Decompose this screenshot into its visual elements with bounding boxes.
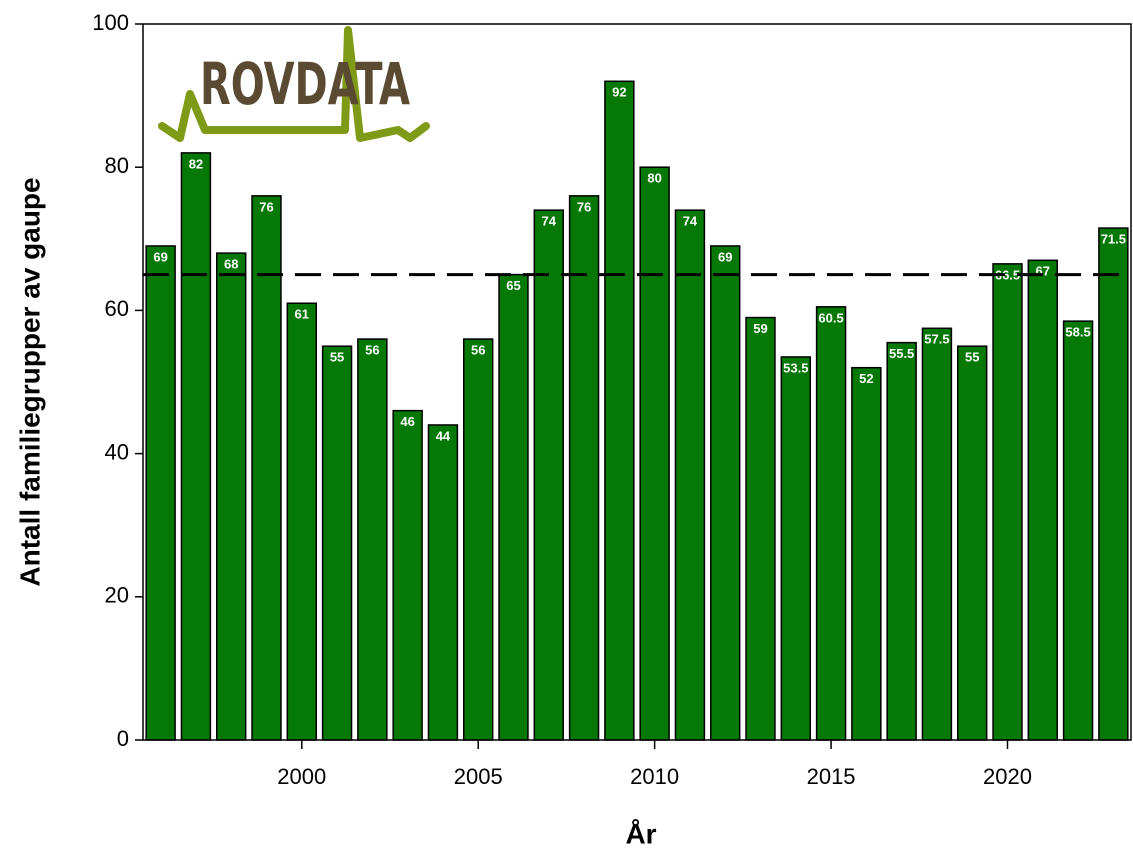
bar	[357, 338, 388, 741]
bar	[604, 80, 635, 741]
value-label: 61	[295, 307, 309, 322]
bar	[886, 341, 917, 741]
plot-frame	[142, 23, 1132, 741]
y-tick-label: 100	[92, 10, 129, 35]
value-label: 55	[330, 350, 344, 365]
bar	[815, 306, 847, 741]
value-label: 57.5	[924, 332, 949, 347]
value-label: 74	[683, 214, 698, 229]
bar	[286, 302, 318, 741]
value-label: 52	[859, 371, 873, 386]
value-label: 46	[400, 414, 414, 429]
value-label: 82	[189, 156, 203, 171]
value-label: 74	[542, 214, 557, 229]
bar	[392, 409, 423, 741]
x-axis-label: År	[625, 818, 656, 849]
logo: ROVDATA	[158, 26, 430, 142]
bar	[992, 263, 1023, 741]
bar	[1098, 227, 1129, 741]
value-label: 67	[1036, 264, 1050, 279]
bar	[321, 345, 353, 741]
bar	[498, 273, 529, 741]
value-label: 69	[153, 249, 167, 264]
bar	[851, 366, 882, 741]
value-label: 55	[965, 350, 979, 365]
value-label: 59	[753, 321, 767, 336]
bar	[674, 209, 706, 741]
bar	[1062, 320, 1094, 741]
bar	[956, 345, 988, 741]
bar	[921, 327, 953, 741]
bar	[251, 195, 282, 741]
value-label: 55.5	[889, 346, 914, 361]
x-tick-label: 2000	[277, 764, 326, 789]
y-tick-label: 80	[105, 153, 129, 178]
bar	[215, 252, 247, 741]
y-tick-label: 0	[117, 726, 129, 751]
value-label: 76	[577, 199, 591, 214]
x-tick-label: 2010	[630, 764, 679, 789]
bar	[1027, 259, 1059, 741]
value-label: 65	[506, 278, 520, 293]
bar	[427, 424, 459, 741]
bar	[745, 316, 776, 741]
value-label: 80	[647, 171, 661, 186]
x-tick-label: 2015	[807, 764, 856, 789]
bar	[145, 245, 176, 741]
y-axis-label: Antall familiegrupper av gaupe	[14, 177, 45, 586]
value-label: 53.5	[783, 360, 808, 375]
value-label: 71.5	[1101, 231, 1126, 246]
y-tick-label: 60	[105, 296, 129, 321]
value-label: 56	[365, 342, 379, 357]
value-label: 60.5	[818, 310, 843, 325]
x-tick-label: 2020	[983, 764, 1032, 789]
bar	[180, 152, 212, 741]
bar	[639, 166, 670, 741]
value-label: 92	[612, 85, 626, 100]
y-tick-label: 20	[105, 583, 129, 608]
value-label: 66.5	[995, 267, 1020, 282]
bar	[568, 195, 600, 741]
value-label: 69	[718, 249, 732, 264]
bar	[533, 209, 565, 741]
value-label: 68	[224, 257, 238, 272]
x-tick-label: 2005	[454, 764, 503, 789]
value-label: 44	[436, 428, 451, 443]
bar	[462, 338, 494, 741]
y-tick-label: 40	[105, 439, 129, 464]
logo-pulse	[158, 26, 430, 142]
value-label: 58.5	[1065, 325, 1090, 340]
value-label: 76	[259, 199, 273, 214]
value-label: 56	[471, 342, 485, 357]
logo-text: ROVDATA	[200, 50, 410, 118]
bar	[709, 245, 741, 741]
bar	[780, 356, 812, 741]
